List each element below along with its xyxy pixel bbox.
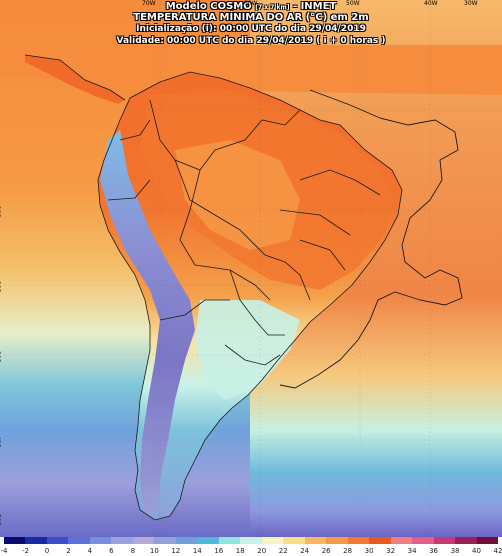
- caribbean-sea-field: [0, 45, 502, 100]
- legend-swatch: [261, 537, 284, 544]
- lat-label: 50S: [0, 514, 1, 525]
- header-model-line: Modelo COSMO [7 x 7 km] - INMET: [0, 1, 502, 13]
- legend-tick-label: 20: [257, 547, 267, 555]
- header-variable-title: TEMPERATURA MÍNIMA DO AR (°C) em 2m: [133, 12, 369, 23]
- legend-tick-label: 42: [493, 547, 502, 555]
- graticule: [0, 0, 502, 537]
- lat-label: 20S: [0, 281, 1, 292]
- ocean-eez-boundary: [279, 89, 463, 389]
- legend-swatch: [197, 537, 220, 544]
- legend-tick-label: 26: [321, 547, 331, 555]
- legend-swatch: [89, 537, 112, 544]
- legend-swatch: [326, 537, 349, 544]
- legend-swatch: [25, 537, 48, 544]
- lon-label: 60W: [244, 0, 258, 7]
- header-valid-time: Validade: 00:00 UTC do dia 29/04/2019 ( …: [116, 36, 386, 46]
- legend-swatch: [283, 537, 306, 544]
- legend-swatch: [347, 537, 370, 544]
- legend-swatch: [390, 537, 413, 544]
- legend-swatch: [369, 537, 392, 544]
- legend-swatch: [304, 537, 327, 544]
- model-name: Modelo COSMO: [165, 1, 252, 12]
- lon-label: 30W: [464, 0, 478, 7]
- lon-label: 50W: [346, 0, 360, 7]
- legend-tick-label: 8: [130, 547, 136, 555]
- legend-tick-label: 12: [171, 547, 181, 555]
- legend-swatch: [240, 537, 263, 544]
- temperature-map: [0, 0, 502, 537]
- legend-tick-label: 38: [450, 547, 460, 555]
- color-legend: -4 -2 0 2 4 6 8 10 12 14 16 18 20 22 24 26 28 30 32 34 36 38 4…: [0, 537, 502, 556]
- model-resolution: [7 x 7 km]: [255, 4, 290, 11]
- legend-swatch: [218, 537, 241, 544]
- lon-label: 70W: [142, 0, 156, 7]
- andes-cold-band: [100, 130, 195, 515]
- central-warm-region: [175, 140, 300, 250]
- legend-swatch: [455, 537, 477, 544]
- legend-tick-label: 34: [407, 547, 417, 555]
- lat-label: 30S: [0, 351, 1, 362]
- legend-tick-label: 24: [300, 547, 310, 555]
- legend-tick-label: 0: [44, 547, 50, 555]
- legend-tick-label: 40: [472, 547, 481, 555]
- legend-swatch: [412, 537, 435, 544]
- header-init-time: Inicialização (i): 00:00 UTC do dia 29/0…: [136, 24, 366, 34]
- legend-tick-label: 30: [364, 547, 374, 555]
- legend-tick-label: 22: [278, 547, 288, 555]
- legend-tick-label: -2: [21, 547, 29, 555]
- legend-tick-label: 28: [343, 547, 353, 555]
- legend-swatch: [132, 537, 155, 544]
- legend-tick-label: 2: [66, 547, 71, 555]
- legend-tick-label: -4: [0, 547, 8, 555]
- legend-tick-label: 4: [87, 547, 93, 555]
- lon-label: 40W: [424, 0, 438, 7]
- legend-swatch: [476, 537, 499, 544]
- legend-tick-label: 6: [109, 547, 114, 555]
- legend-swatch: [68, 537, 91, 544]
- legend-tick-label: 18: [235, 547, 245, 555]
- legend-swatch: [433, 537, 456, 544]
- legend-swatch: [46, 537, 69, 544]
- legend-tick-label: 14: [192, 547, 202, 555]
- legend-swatch: [154, 537, 177, 544]
- legend-swatch: [175, 537, 198, 544]
- model-source: - INMET: [292, 1, 337, 12]
- legend-tick-label: 16: [214, 547, 224, 555]
- legend-tick-label: 32: [386, 547, 396, 555]
- southern-cool-region: [195, 300, 300, 400]
- legend-swatch: [4, 537, 26, 544]
- legend-tick-label: 36: [429, 547, 439, 555]
- lat-label: 40S: [0, 436, 1, 447]
- central-america-land: [25, 55, 125, 104]
- legend-tick-label: 10: [149, 547, 159, 555]
- lat-label: 10S: [0, 206, 1, 217]
- legend-swatch: [111, 537, 134, 544]
